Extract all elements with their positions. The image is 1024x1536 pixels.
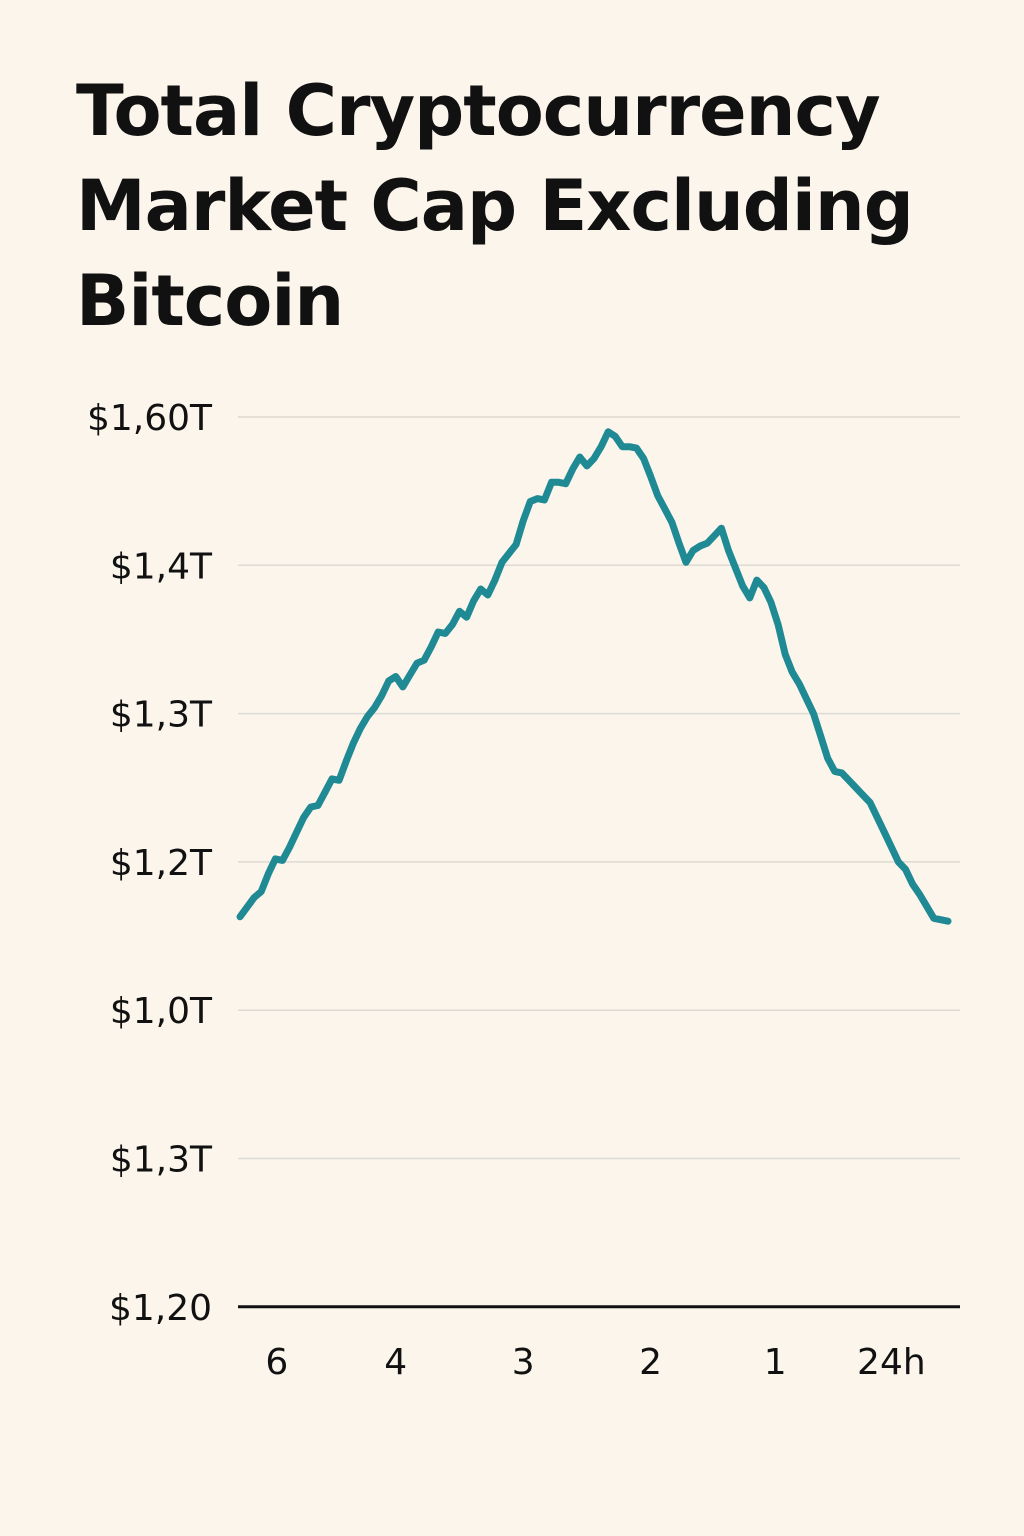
y-tick-label: $1,20	[109, 1288, 212, 1329]
y-tick-label: $1,60T	[87, 398, 213, 439]
x-tick-label: 4	[384, 1342, 407, 1383]
y-tick-label: $1,2T	[110, 843, 213, 884]
x-axis-tick-labels: 6 4 3 2 1 24h	[265, 1342, 925, 1383]
chart-title: Total Cryptocurrency Market Cap Excludin…	[76, 64, 976, 349]
x-tick-label: 2	[639, 1342, 662, 1383]
y-tick-label: $1,0T	[110, 991, 213, 1032]
series-line	[236, 428, 952, 925]
x-tick-label: 6	[265, 1342, 288, 1383]
chart-title-line-2: Market Cap Excluding	[76, 165, 914, 247]
x-tick-label: 3	[512, 1342, 535, 1383]
y-axis-tick-labels: $1,60T $1,4T $1,3T $1,2T $1,0T $1,3T $1,20	[87, 398, 213, 1329]
y-tick-label: $1,4T	[110, 546, 213, 587]
chart-title-line-1: Total Cryptocurrency	[76, 70, 881, 152]
series-layer	[236, 428, 952, 925]
chart-title-line-3: Bitcoin	[76, 260, 344, 342]
y-tick-label: $1,3T	[110, 1140, 213, 1181]
y-tick-label: $1,3T	[110, 695, 213, 736]
gridlines	[238, 416, 960, 1309]
x-tick-label: 1	[764, 1342, 787, 1383]
x-tick-label: 24h	[857, 1342, 926, 1383]
